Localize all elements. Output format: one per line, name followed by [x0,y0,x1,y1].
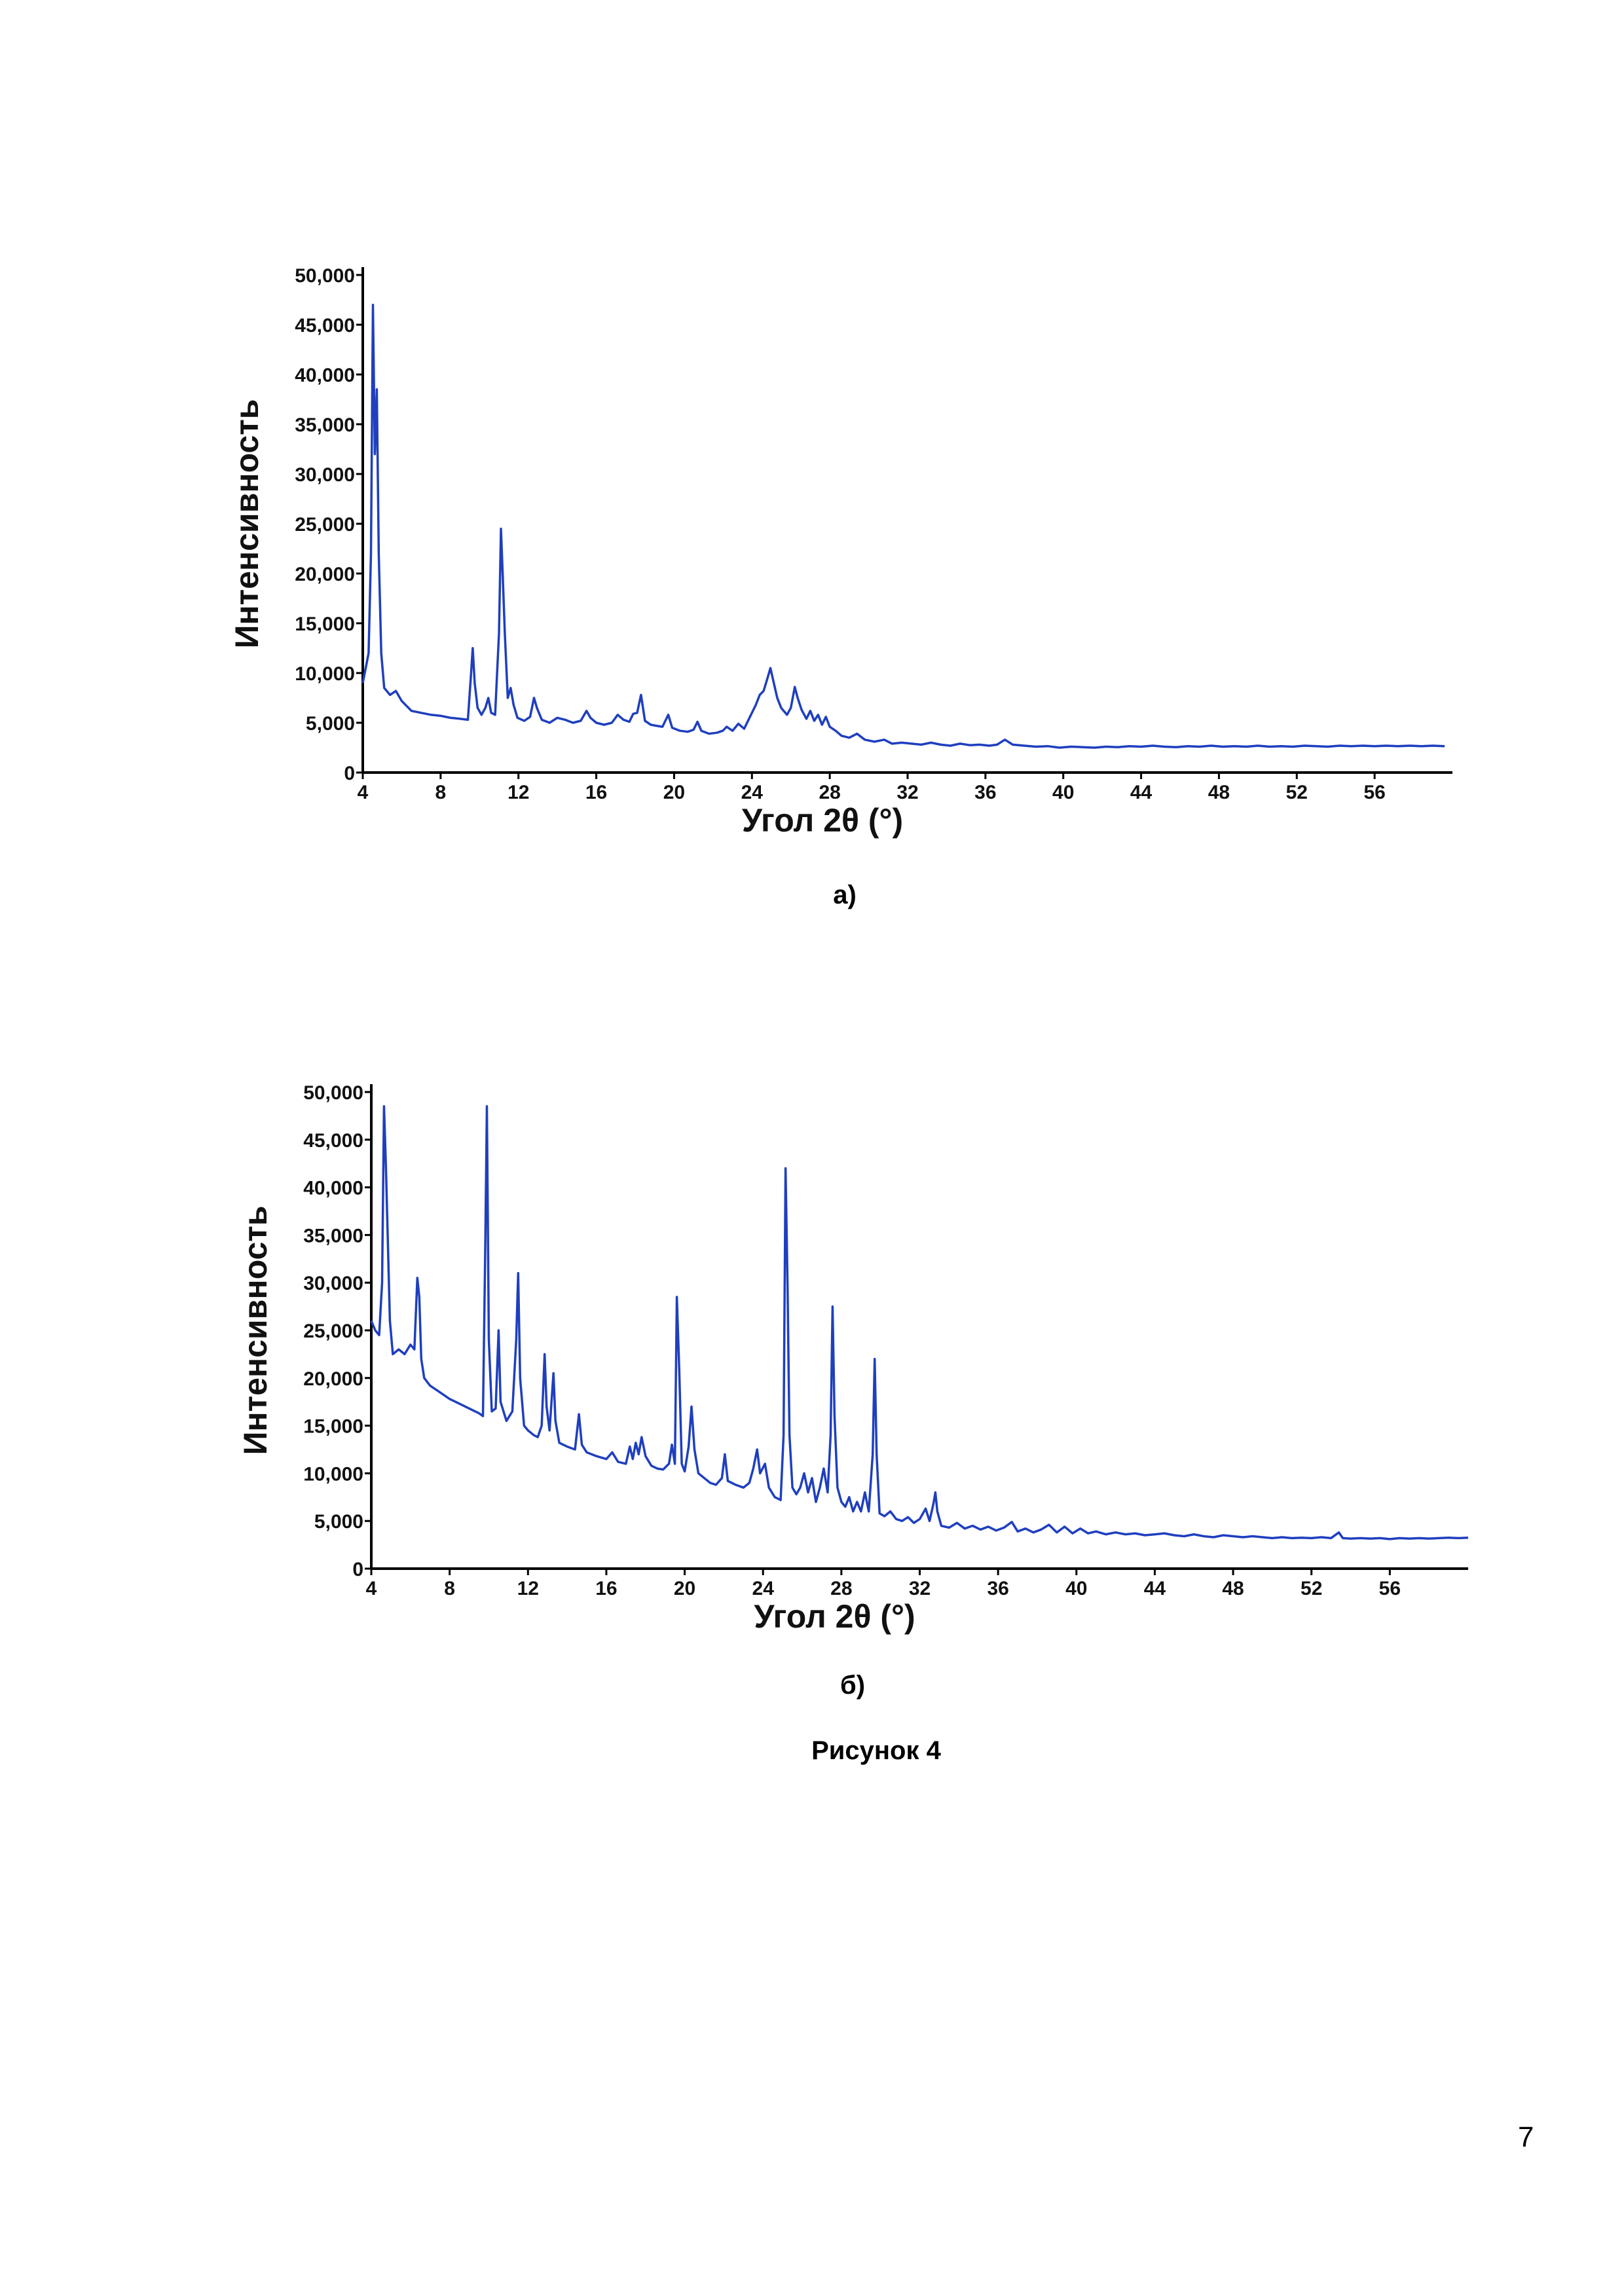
x-tick-label: 40 [1065,1578,1087,1599]
y-tick-label: 25,000 [303,1321,363,1342]
chart-b: 0 5,000 10,000 15,000 20,000 25,000 30,000 35,0… [237,1082,1469,1635]
y-axis-label: Интенсивность [229,399,265,648]
y-axis-label: Интенсивность [237,1205,274,1455]
y-tick-label: 45,000 [295,315,355,337]
series-line-a [361,303,1445,749]
y-tick-label: 50,000 [295,265,355,287]
x-tick-label: 48 [1222,1578,1244,1599]
y-tick-label: 25,000 [295,514,355,536]
y-tick-label: 0 [344,763,355,784]
x-tick-label: 4 [358,782,369,803]
y-tick-label: 15,000 [303,1416,363,1438]
y-tick-label: 15,000 [295,613,355,635]
x-tick-label: 32 [909,1578,931,1599]
panel-a-caption: а) [833,881,857,909]
x-tick-label: 24 [752,1578,775,1599]
x-tick-label: 20 [663,782,685,803]
x-tick-label: 56 [1379,1578,1401,1599]
x-tick-label: 36 [987,1578,1008,1599]
x-tick-label: 8 [435,782,447,803]
x-tick-label: 12 [507,782,529,803]
y-tick-label: 45,000 [303,1130,363,1152]
x-tick-label: 4 [366,1578,377,1599]
panel-b-caption: б) [840,1671,866,1700]
y-tick-label: 5,000 [306,713,355,735]
x-axis-label: Угол 2θ (°) [742,802,903,839]
y-tick-label: 10,000 [303,1463,363,1485]
page-number: 7 [1518,2121,1534,2153]
x-tick-label: 24 [741,782,764,803]
x-tick-label: 44 [1144,1578,1166,1599]
figure-caption: Рисунок 4 [811,1736,941,1765]
x-tick-label: 56 [1363,782,1385,803]
x-tick-label: 16 [585,782,607,803]
y-tick-label: 50,000 [303,1082,363,1104]
chart-a: 0 5,000 10,000 15,000 20,000 25,000 30,000 35,0… [229,265,1452,839]
x-tick-label: 16 [595,1578,617,1599]
x-tick-label: 44 [1130,782,1153,803]
x-tick-label: 20 [674,1578,695,1599]
y-tick-label: 35,000 [295,414,355,436]
y-tick-label: 20,000 [295,564,355,585]
x-tick-label: 52 [1301,1578,1322,1599]
y-tick-label: 5,000 [314,1511,363,1533]
y-tick-label: 30,000 [295,464,355,486]
x-tick-label: 12 [517,1578,539,1599]
x-tick-label: 48 [1208,782,1230,803]
x-tick-label: 32 [896,782,918,803]
y-tick-label: 30,000 [303,1273,363,1294]
y-tick-label: 10,000 [295,663,355,685]
y-tick-label: 40,000 [303,1178,363,1199]
y-tick-label: 35,000 [303,1225,363,1247]
y-tick-label: 40,000 [295,365,355,386]
y-tick-label: 20,000 [303,1368,363,1390]
x-tick-label: 52 [1286,782,1308,803]
y-tick-label: 0 [352,1559,363,1580]
x-tick-label: 28 [819,782,840,803]
x-tick-label: 28 [830,1578,852,1599]
x-axis-label: Угол 2θ (°) [754,1598,915,1635]
x-tick-label: 40 [1052,782,1074,803]
x-tick-label: 8 [444,1578,455,1599]
series-line-б [370,1105,1469,1540]
x-tick-label: 36 [974,782,996,803]
